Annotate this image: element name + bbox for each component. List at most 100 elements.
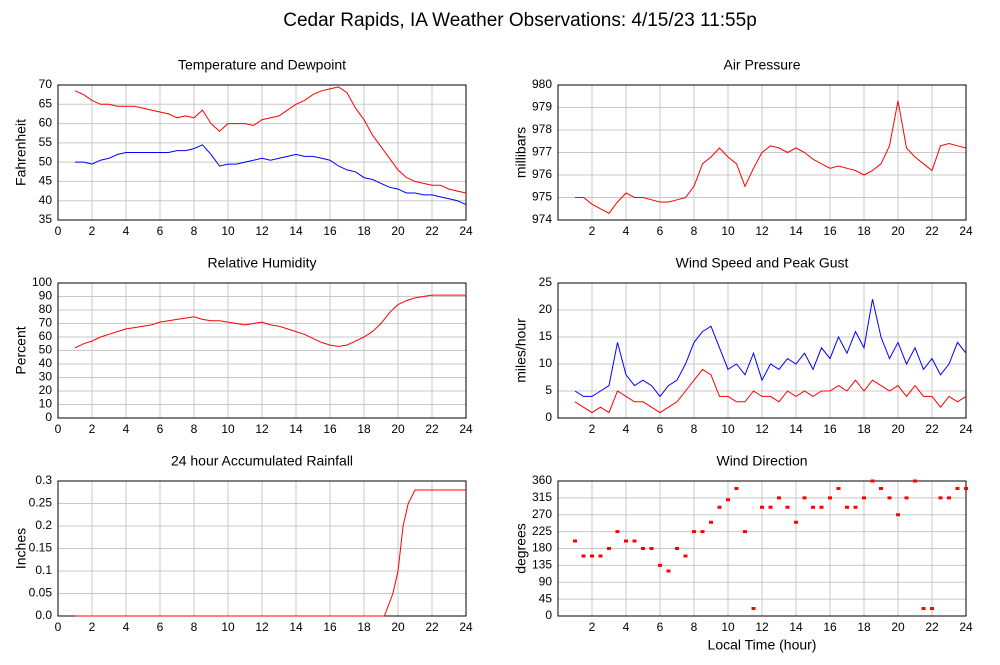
y-tick-label: 977 [532,145,552,159]
y-tick-label: 0.25 [29,496,53,510]
chart-title: Wind Speed and Peak Gust [676,255,849,271]
x-tick-label: 16 [323,224,337,238]
plot-frame [57,84,467,221]
y-tick-label: 15 [539,329,553,343]
x-tick-label: 10 [221,224,235,238]
plot-frame [57,282,467,419]
data-point [794,520,798,524]
y-axis-label: Percent [13,326,29,374]
x-tick-label: 24 [959,620,973,634]
x-tick-label: 24 [459,224,473,238]
x-tick-label: 12 [755,422,769,436]
x-tick-label: 8 [191,620,198,634]
x-tick-label: 8 [191,422,198,436]
x-tick-label: 4 [123,224,130,238]
x-tick-label: 14 [289,224,303,238]
x-tick-label: 10 [221,422,235,436]
x-tick-label: 18 [857,620,871,634]
y-tick-label: 0.2 [35,518,52,532]
y-axis-label: miles/hour [513,318,529,383]
x-tick-label: 22 [425,224,439,238]
data-point [760,505,764,509]
data-point [862,496,866,500]
data-point [573,539,577,543]
data-point [615,530,620,534]
y-tick-label: 25 [539,275,553,289]
x-tick-label: 16 [323,620,337,634]
data-point [734,487,739,490]
data-point [947,496,951,500]
plot-frame [557,84,967,221]
data-point [607,547,611,550]
data-line [574,368,967,414]
x-tick-label: 20 [891,620,905,634]
data-point [649,547,654,550]
y-tick-label: 35 [39,212,53,226]
data-line [75,489,466,617]
y-tick-label: 60 [39,329,53,343]
data-point [785,505,790,509]
data-point [717,505,722,509]
data-point [598,554,603,558]
x-tick-label: 8 [691,224,698,238]
x-tick-label: 14 [789,224,803,238]
data-point [709,520,713,524]
x-tick-label: 16 [823,224,837,238]
y-tick-label: 0.1 [35,563,52,577]
x-tick-label: 20 [391,422,405,436]
x-tick-label: 22 [425,620,439,634]
x-tick-label: 18 [357,620,371,634]
data-point [658,563,662,567]
y-tick-label: 5 [545,383,552,397]
y-tick-label: 270 [532,507,552,521]
y-tick-label: 70 [39,316,53,330]
x-tick-label: 4 [123,422,130,436]
x-tick-label: 0 [55,224,62,238]
data-point [581,554,586,558]
x-tick-label: 8 [691,620,698,634]
x-tick-label: 20 [891,224,905,238]
x-tick-label: 12 [755,224,769,238]
x-tick-label: 16 [823,620,837,634]
data-point [641,547,645,550]
y-tick-label: 100 [32,275,52,289]
data-point [726,498,730,502]
x-tick-label: 22 [925,422,939,436]
data-line [74,294,466,349]
y-tick-label: 90 [39,289,53,303]
data-point [632,539,637,543]
x-tick-label: 20 [391,224,405,238]
y-tick-label: 0.0 [35,608,52,622]
x-tick-label: 18 [857,224,871,238]
y-tick-label: 45 [39,174,53,188]
data-point [802,496,807,500]
data-point [777,496,781,500]
page-title: Cedar Rapids, IA Weather Observations: 4… [283,10,757,31]
data-point [828,496,832,500]
x-tick-label: 10 [221,620,235,634]
data-point [590,554,594,558]
y-tick-label: 180 [532,541,552,555]
data-point [675,547,679,550]
y-tick-label: 135 [532,558,552,572]
y-tick-label: 20 [539,302,553,316]
x-tick-label: 4 [623,620,630,634]
y-tick-label: 979 [532,100,552,114]
data-point [853,505,858,509]
data-point [700,530,705,534]
y-tick-label: 20 [39,383,53,397]
y-tick-label: 90 [539,574,553,588]
data-point [768,505,773,509]
x-tick-label: 12 [255,620,269,634]
y-tick-label: 975 [532,190,552,204]
x-tick-label: 14 [789,620,803,634]
data-line [574,299,967,398]
y-tick-label: 30 [39,370,53,384]
y-axis-label: millibars [513,127,529,178]
x-tick-label: 24 [459,620,473,634]
x-tick-label: 12 [755,620,769,634]
x-tick-label: 6 [157,620,164,634]
x-tick-label: 22 [925,620,939,634]
y-tick-label: 974 [532,212,552,226]
